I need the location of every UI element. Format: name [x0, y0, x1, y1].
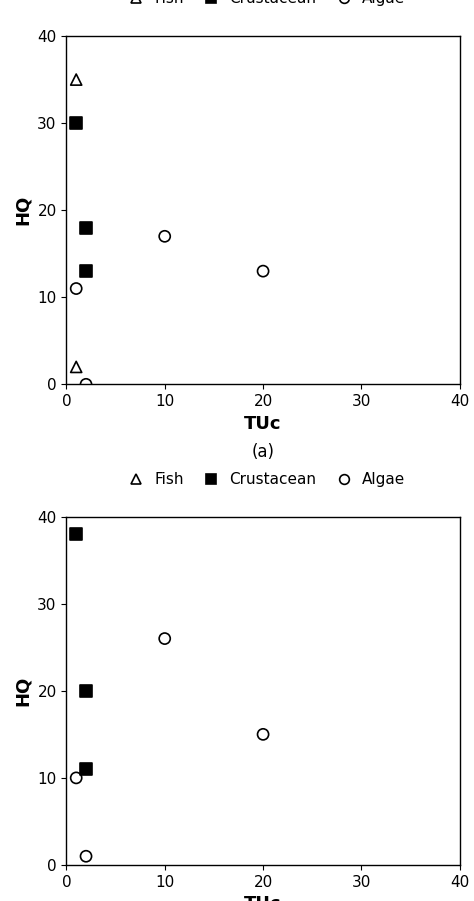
Point [82, 684, 90, 698]
Point [73, 281, 80, 296]
Point [73, 116, 80, 131]
Point [73, 359, 80, 374]
X-axis label: TUc: TUc [244, 896, 282, 901]
Text: (a): (a) [252, 442, 274, 460]
Point [73, 72, 80, 86]
Point [82, 849, 90, 863]
Point [161, 229, 168, 243]
Point [259, 264, 267, 278]
Point [82, 221, 90, 235]
X-axis label: TUc: TUc [244, 414, 282, 432]
Y-axis label: HQ: HQ [14, 676, 32, 706]
Legend: Fish, Crustacean, Algae: Fish, Crustacean, Algae [120, 472, 406, 487]
Point [73, 770, 80, 785]
Y-axis label: HQ: HQ [14, 195, 32, 225]
Point [73, 527, 80, 542]
Point [259, 727, 267, 742]
Point [82, 762, 90, 777]
Point [82, 264, 90, 278]
Legend: Fish, Crustacean, Algae: Fish, Crustacean, Algae [120, 0, 406, 6]
Point [82, 378, 90, 392]
Point [161, 632, 168, 646]
